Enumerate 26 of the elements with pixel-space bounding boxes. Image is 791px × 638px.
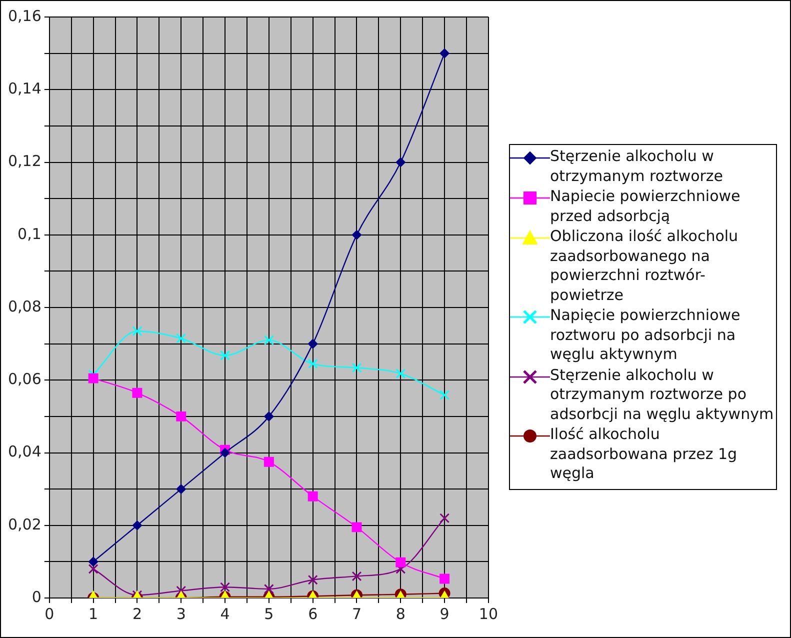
- y-tick-label: 0,16: [8, 6, 42, 25]
- x-tick-label: 2: [132, 604, 142, 623]
- y-tick-label: 0,08: [8, 297, 42, 316]
- legend-label: Stęrzenie alkocholu w otrzymanym roztworze po adsorbcji na węglu aktywnym: [550, 366, 775, 424]
- x-tick-label: 8: [396, 604, 406, 623]
- y-tick-label: 0,04: [8, 442, 42, 461]
- x-tick-label: 10: [478, 604, 498, 623]
- y-tick-label: 0,1: [18, 224, 42, 243]
- x-tick-label: 9: [440, 604, 450, 623]
- legend-label: Stęrzenie alkocholu w otrzymanym roztworze: [550, 147, 724, 186]
- legend-label: Napiecie powierzchniowe przed adsorbcją: [550, 187, 742, 226]
- y-tick-label: 0,02: [8, 515, 42, 534]
- y-tick-label: 0,14: [8, 80, 42, 98]
- x-tick-label: 6: [308, 604, 318, 623]
- x-tick-label: 4: [220, 604, 230, 623]
- y-tick-label: 0: [32, 588, 42, 606]
- x-tick-label: 7: [352, 604, 362, 623]
- x-tick-label: 3: [176, 604, 186, 623]
- legend-label: Napięcie powierzchniowe roztworu po adsorbcji na węglu aktywnym: [550, 306, 742, 364]
- x-tick-label: 1: [88, 604, 98, 623]
- y-tick-label: 0,12: [8, 152, 42, 170]
- x-tick-label: 5: [264, 604, 274, 623]
- legend-label: Obliczona ilość alkocholu zaadsorbowanego na powierzchni roztwór-powietrze: [550, 227, 740, 305]
- x-tick-label: 0: [44, 604, 54, 623]
- y-tick-label: 0,06: [8, 370, 42, 388]
- legend-label: Ilość alkocholu zaadsorbowana przez 1g węgla: [550, 425, 738, 484]
